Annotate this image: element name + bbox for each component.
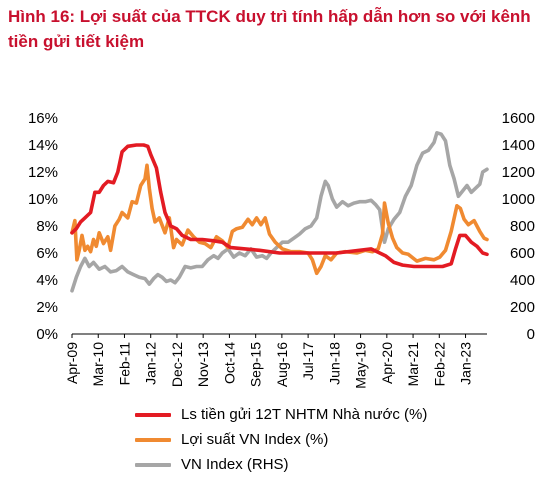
- x-tick-label: Mar-10: [90, 342, 106, 387]
- legend-swatch-vnindex-yield: [135, 437, 171, 442]
- right-y-tick-label: 1400: [502, 137, 535, 154]
- left-y-tick-label: 14%: [28, 137, 58, 154]
- chart-title: Hình 16: Lợi suất của TTCK duy trì tính …: [8, 7, 531, 51]
- x-tick-label: Nov-13: [195, 342, 211, 387]
- legend: Ls tiền gửi 12T NHTM Nhà nước (%) Lợi su…: [135, 402, 427, 477]
- x-tick-label: Oct-14: [221, 342, 237, 384]
- x-tick-label: Jan-12: [143, 342, 159, 385]
- series-line-vnindex-yield: [70, 163, 489, 276]
- x-tick-label: Sep-15: [248, 342, 264, 387]
- legend-item-deposit-rate: Ls tiền gửi 12T NHTM Nhà nước (%): [135, 402, 427, 427]
- x-tick-label: Aug-16: [274, 342, 290, 387]
- right-y-tick-label: 1200: [502, 164, 535, 181]
- x-tick-label: Mar-21: [405, 342, 421, 387]
- legend-label-vnindex: VN Index (RHS): [181, 456, 289, 473]
- left-y-tick-label: 16%: [28, 110, 58, 127]
- x-tick-label: Jun-18: [326, 342, 342, 385]
- right-y-tick-label: 1000: [502, 191, 535, 208]
- series-line-vnindex: [70, 131, 489, 293]
- left-y-tick-labels: 0% 2% 4% 6% 8% 10% 12% 14% 16%: [28, 110, 58, 343]
- legend-label-deposit-rate: Ls tiền gửi 12T NHTM Nhà nước (%): [181, 406, 428, 423]
- left-y-tick-label: 6%: [36, 245, 58, 262]
- left-y-tick-label: 4%: [36, 272, 58, 289]
- legend-label-vnindex-yield: Lợi suất VN Index (%): [181, 431, 329, 448]
- legend-item-vnindex: VN Index (RHS): [135, 452, 427, 477]
- series-line-deposit-rate: [70, 143, 489, 269]
- axes: [71, 333, 487, 338]
- right-y-tick-label: 400: [510, 272, 535, 289]
- legend-item-vnindex-yield: Lợi suất VN Index (%): [135, 427, 427, 452]
- legend-swatch-vnindex: [135, 462, 171, 467]
- legend-swatch-deposit-rate: [135, 412, 171, 417]
- right-y-tick-label: 1600: [502, 110, 535, 127]
- x-tick-label: Jul-17: [300, 342, 316, 380]
- x-tick-label: Apr-09: [64, 342, 80, 384]
- left-y-tick-label: 8%: [36, 218, 58, 235]
- right-y-tick-label: 0: [527, 326, 535, 343]
- left-y-tick-label: 12%: [28, 164, 58, 181]
- x-tick-labels: Apr-09 Mar-10 Feb-11 Jan-12 Dec-12 Nov-13 Oct-…: [64, 342, 474, 389]
- right-y-tick-label: 600: [510, 245, 535, 262]
- right-y-tick-labels: 0 200 400 600 800 1000 1200 1400 1600: [502, 110, 535, 343]
- right-y-tick-label: 200: [510, 299, 535, 316]
- x-tick-label: Feb-22: [431, 342, 447, 387]
- left-y-tick-label: 2%: [36, 299, 58, 316]
- x-tick-label: Apr-20: [379, 342, 395, 384]
- x-tick-label: Feb-11: [116, 342, 132, 386]
- x-tick-label: Jan-23: [458, 342, 474, 385]
- left-y-tick-label: 10%: [28, 191, 58, 208]
- x-tick-label: May-19: [353, 342, 369, 389]
- series-lines: [70, 131, 489, 293]
- x-tick-label: Dec-12: [169, 342, 185, 387]
- left-y-tick-label: 0%: [36, 326, 58, 343]
- right-y-tick-label: 800: [510, 218, 535, 235]
